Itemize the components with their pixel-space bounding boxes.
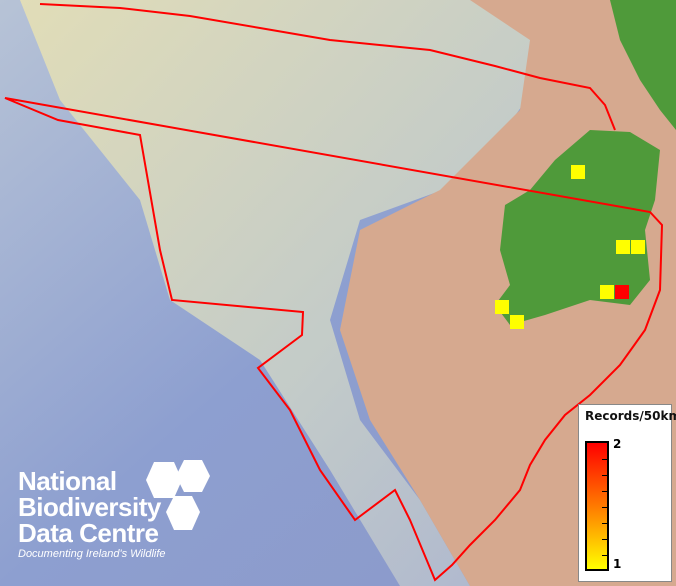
record-square[interactable] bbox=[616, 240, 630, 254]
legend: Records/50km 2 1 bbox=[578, 404, 676, 582]
legend-color-ramp bbox=[585, 441, 609, 571]
legend-title: Records/50km bbox=[585, 409, 676, 423]
logo-hexagons-icon bbox=[146, 460, 210, 530]
record-square[interactable] bbox=[571, 165, 585, 179]
record-square[interactable] bbox=[495, 300, 509, 314]
legend-min-label: 1 bbox=[613, 557, 622, 571]
record-square[interactable] bbox=[510, 315, 524, 329]
survey-boundary bbox=[4, 3, 664, 582]
record-square[interactable] bbox=[631, 240, 645, 254]
record-square[interactable] bbox=[615, 285, 629, 299]
record-square[interactable] bbox=[600, 285, 614, 299]
continental-slope bbox=[20, 0, 540, 586]
britain-land bbox=[610, 0, 676, 130]
nbdc-logo: National Biodiversity Data Centre Docume… bbox=[18, 460, 210, 560]
legend-max-label: 2 bbox=[613, 437, 622, 451]
ireland-land bbox=[495, 130, 660, 325]
